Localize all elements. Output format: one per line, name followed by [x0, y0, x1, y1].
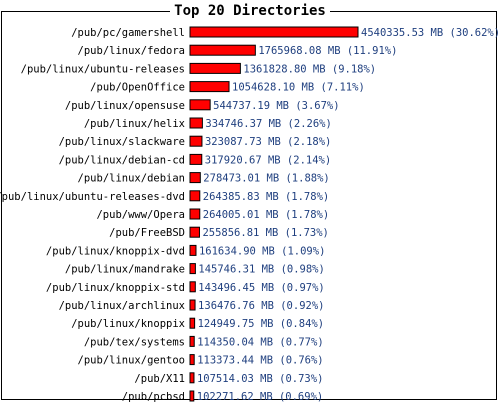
value-label: 161634.90 MB (1.09%) — [199, 245, 325, 257]
bar — [189, 263, 196, 275]
bar — [189, 44, 256, 56]
bar — [189, 372, 195, 384]
bar — [189, 317, 196, 329]
value-label: 264385.83 MB (1.78%) — [203, 191, 329, 203]
bar — [189, 62, 241, 74]
category-label: /pub/linux/fedora — [78, 45, 185, 57]
category-label: /pub/FreeBSD — [109, 227, 185, 239]
value-label: 124949.75 MB (0.84%) — [198, 318, 324, 330]
value-label: 317920.67 MB (2.14%) — [205, 154, 331, 166]
chart-title: Top 20 Directories — [0, 3, 500, 19]
value-label: 323087.73 MB (2.18%) — [205, 136, 331, 148]
value-label: 334746.37 MB (2.26%) — [205, 118, 331, 130]
category-label: /pub/linux/gentoo — [78, 355, 185, 367]
category-label: /pub/linux/ubuntu-releases — [21, 63, 185, 75]
category-label: /pub/tex/systems — [84, 336, 185, 348]
bar — [189, 190, 201, 202]
value-label: 1361828.80 MB (9.18%) — [243, 63, 376, 75]
value-label: 278473.01 MB (1.88%) — [203, 173, 329, 185]
bar — [189, 81, 230, 93]
value-label: 102271.62 MB (0.69%) — [197, 391, 323, 403]
bar — [189, 172, 201, 184]
value-label: 255856.81 MB (1.73%) — [202, 227, 328, 239]
bar — [189, 153, 203, 165]
value-label: 107514.03 MB (0.73%) — [197, 373, 323, 385]
bar — [189, 335, 195, 347]
category-label: /pub/OpenOffice — [90, 82, 185, 94]
bar — [189, 354, 195, 366]
value-label: 136476.76 MB (0.92%) — [198, 300, 324, 312]
value-label: 143496.45 MB (0.97%) — [198, 282, 324, 294]
bar — [189, 390, 195, 402]
category-label: /pub/linux/debian — [78, 173, 185, 185]
category-label: /pub/pcbsd — [122, 391, 185, 403]
bar — [189, 244, 197, 256]
bar — [189, 226, 200, 238]
value-label: 544737.19 MB (3.67%) — [213, 100, 339, 112]
bar — [189, 135, 203, 147]
value-label: 1765968.08 MB (11.91%) — [258, 45, 397, 57]
bar — [189, 299, 196, 311]
bar — [189, 117, 203, 129]
value-label: 114350.04 MB (0.77%) — [197, 336, 323, 348]
category-label: /pub/www/Opera — [96, 209, 185, 221]
category-label: /pub/linux/knoppix — [71, 318, 185, 330]
value-label: 264005.01 MB (1.78%) — [203, 209, 329, 221]
value-label: 113373.44 MB (0.76%) — [197, 355, 323, 367]
value-label: 1054628.10 MB (7.11%) — [232, 82, 365, 94]
value-label: 4540335.53 MB (30.62%) — [361, 27, 500, 39]
bar — [189, 26, 359, 38]
category-label: /pub/linux/opensuse — [65, 100, 185, 112]
bar — [189, 281, 196, 293]
category-label: /pub/linux/ubuntu-releases-dvd — [0, 191, 185, 203]
category-label: /pub/linux/knoppix-dvd — [46, 245, 185, 257]
category-label: /pub/linux/helix — [84, 118, 185, 130]
category-label: /pub/linux/archlinux — [59, 300, 185, 312]
category-label: /pub/linux/debian-cd — [59, 154, 185, 166]
value-label: 145746.31 MB (0.98%) — [198, 264, 324, 276]
chart-title-text: Top 20 Directories — [170, 3, 330, 19]
category-label: /pub/linux/mandrake — [65, 264, 185, 276]
category-label: /pub/X11 — [134, 373, 185, 385]
category-label: /pub/linux/slackware — [59, 136, 185, 148]
category-label: /pub/linux/knoppix-std — [46, 282, 185, 294]
bar — [189, 99, 211, 111]
bar — [189, 208, 201, 220]
category-label: /pub/pc/gamershell — [71, 27, 185, 39]
